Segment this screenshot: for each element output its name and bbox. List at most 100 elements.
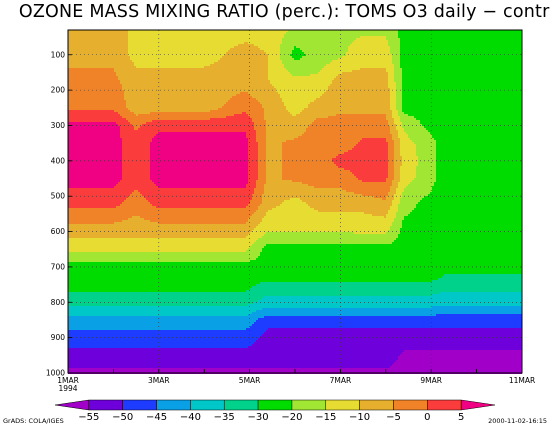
contour-cell [386, 232, 400, 234]
contour-cell [118, 76, 268, 78]
contour-cell [68, 338, 258, 340]
contour-cell [68, 308, 262, 310]
contour-cell [152, 138, 248, 140]
x-tick-label: 11MAR [509, 376, 535, 385]
contour-cell [68, 266, 522, 268]
contour-cell [268, 70, 288, 72]
contour-cell [266, 164, 282, 166]
contour-cell [266, 182, 302, 184]
contour-cell [68, 214, 252, 216]
contour-cell [256, 226, 390, 228]
contour-cell [248, 160, 258, 162]
contour-cell [436, 156, 522, 158]
contour-cell [68, 346, 248, 348]
contour-cell [400, 154, 416, 156]
contour-cell [68, 274, 444, 276]
contour-cell [392, 242, 522, 244]
contour-cell [398, 204, 416, 206]
contour-cell [410, 182, 434, 184]
contour-cell [68, 352, 402, 354]
contour-cell [226, 116, 250, 118]
contour-cell [408, 214, 522, 216]
contour-cell [68, 152, 122, 154]
contour-cell [266, 152, 282, 154]
contour-cell [248, 176, 258, 178]
contour-cell [68, 328, 246, 330]
contour-cell [402, 102, 522, 104]
contour-cell [68, 312, 252, 314]
contour-cell [204, 66, 268, 68]
contour-cell [68, 74, 116, 76]
contour-cell [252, 312, 522, 314]
contour-cell [422, 198, 522, 200]
contour-cell [264, 192, 354, 194]
contour-cell [394, 158, 402, 160]
contour-cell [280, 204, 308, 206]
contour-cell [122, 158, 150, 160]
contour-cell [390, 366, 522, 368]
contour-cell [128, 36, 284, 38]
contour-cell [68, 166, 122, 168]
contour-cell [242, 112, 246, 114]
contour-cell [252, 230, 388, 232]
contour-cell [248, 168, 258, 170]
contour-cell [292, 74, 310, 76]
contour-cell [150, 150, 248, 152]
contour-cell [258, 154, 266, 156]
contour-cell [214, 62, 268, 64]
contour-cell [302, 56, 342, 58]
contour-cell [310, 102, 390, 104]
contour-cell [400, 174, 416, 176]
contour-cell [402, 220, 522, 222]
contour-cell [400, 202, 418, 204]
contour-cell [68, 364, 392, 366]
contour-cell [236, 94, 250, 96]
contour-cell [68, 298, 262, 300]
contour-cell [68, 168, 122, 170]
contour-cell [68, 320, 256, 322]
contour-cell [126, 198, 146, 200]
contour-cell [264, 332, 522, 334]
contour-cell [246, 236, 262, 238]
contour-cell [248, 314, 436, 316]
contour-cell [394, 66, 400, 68]
contour-cell [282, 174, 354, 176]
contour-cell [402, 76, 522, 78]
contour-cell [120, 130, 256, 132]
contour-cell [400, 66, 522, 68]
contour-cell [266, 140, 286, 142]
contour-cell [328, 88, 390, 90]
x-tick-label: 5MAR [239, 376, 261, 385]
contour-cell [266, 172, 282, 174]
contour-cell [392, 60, 400, 62]
contour-cell [150, 164, 248, 166]
contour-cell [346, 190, 390, 192]
contour-cell [282, 172, 352, 174]
contour-cell [68, 342, 254, 344]
contour-cell [360, 68, 386, 70]
contour-cell [404, 350, 522, 352]
contour-cell [150, 168, 248, 170]
contour-cell [68, 76, 118, 78]
contour-cell [318, 210, 388, 212]
contour-cell [386, 118, 394, 120]
contour-cell [144, 196, 252, 198]
contour-cell [266, 52, 280, 54]
contour-cell [302, 50, 348, 52]
contour-cell [246, 206, 258, 208]
contour-cell [348, 46, 390, 48]
colorbar-label: −40 [180, 412, 201, 423]
contour-cell [68, 300, 258, 302]
contour-cell [330, 84, 388, 86]
contour-cell [336, 164, 388, 166]
contour-cell [150, 112, 242, 114]
contour-cell [68, 296, 264, 298]
contour-cell [68, 94, 124, 96]
contour-cell [416, 168, 436, 170]
contour-cell [344, 152, 388, 154]
contour-cell [396, 238, 522, 240]
contour-cell [248, 154, 258, 156]
contour-cell [392, 112, 398, 114]
contour-cell [150, 158, 248, 160]
contour-cell [250, 260, 522, 262]
